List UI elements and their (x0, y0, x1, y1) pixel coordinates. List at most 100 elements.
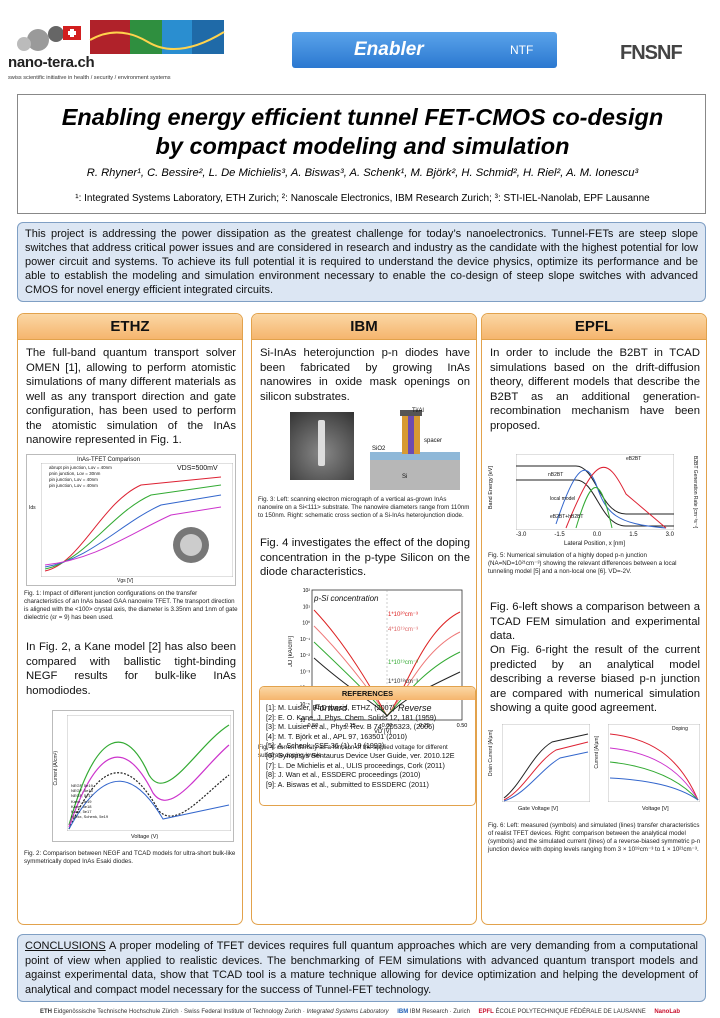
reference-5: [5]: A. Schenk, SSE 36 (1), 19 (1993) (266, 741, 385, 751)
references-list: [1]: M. Luisier, PhD thesis, ETHZ, (2007… (260, 700, 475, 792)
program-label: Enabler (354, 39, 424, 60)
si-substrate (370, 460, 460, 490)
fig5-xtick-3: 1.5 (629, 532, 638, 538)
fig6-left-chart: Drain Current [A/µm] Gate Voltage [V] (488, 722, 592, 818)
fig6b-plot (608, 724, 700, 802)
reference-2: [2]: E. O. Kane, J. Phys. Chem. Solids 1… (266, 712, 437, 722)
contact-metal (400, 410, 422, 416)
fig5-plot (516, 454, 674, 530)
fig4-forward-label: Forward (314, 703, 348, 713)
fig2-legend-0: NEGF, 5e19 (71, 783, 93, 788)
references-heading: REFERENCES (260, 687, 475, 700)
fig5-xtick-0: -3.0 (516, 532, 527, 538)
fig4-ytick: 10⁻³ (300, 669, 310, 675)
fig6-right-chart: Current [A/µm] Doping Voltage [V] (594, 722, 702, 818)
fig4-series-label-1: 4*10¹⁹cm⁻³ (388, 627, 419, 633)
fig5-xlabel: Lateral Position, x [nm] (564, 541, 626, 547)
ibm-paragraph-2: Fig. 4 investigates the effect of the do… (260, 537, 470, 578)
fig3-caption: Fig. 3: Left: scanning electron microgra… (258, 496, 470, 519)
fig4-xtick: 0.00 (382, 723, 393, 729)
fig3-label-si: Si (402, 474, 408, 480)
funder-logo: FNSNF (620, 42, 704, 64)
sio2-layer (370, 452, 460, 460)
fig3-label-spacer: spacer (424, 438, 443, 444)
abstract-box: This project is addressing the power dis… (17, 222, 706, 302)
fig1-legend: abrupt pin junction, Lov = 40nm pnin jun… (49, 465, 159, 489)
fig2-caption: Fig. 2: Comparison between NEGF and TCAD… (24, 850, 236, 865)
funder-label: FNSNF (620, 42, 683, 64)
fig6a-plot (502, 724, 590, 802)
references-box: REFERENCES [1]: M. Luisier, PhD thesis, … (259, 686, 476, 806)
fig1-line-2 (44, 484, 222, 570)
fig4-ylabel: JD [kA/cm²] (288, 636, 294, 667)
fig6b-xlabel: Voltage [V] (642, 806, 669, 812)
reference-9: [9]: A. Biswas et al., submitted to ESSD… (266, 779, 429, 789)
program-sub-label: NTF (510, 43, 534, 57)
title-line-2: by compact modeling and simulation (155, 133, 570, 159)
epfl-heading: EPFL (482, 314, 706, 340)
fig3-label-tial: Ti/Al (412, 408, 424, 414)
eth-paragraph-1: The full-band quantum transport solver O… (26, 347, 236, 446)
fig5-label-eb2bt: eB2BT (626, 456, 642, 462)
fig6a-ylabel: Drain Current [A/µm] (488, 730, 494, 776)
fig3-label-sio2: SiO2 (372, 446, 386, 452)
fig4-series-label-0: 1*10²⁰cm⁻³ (388, 612, 418, 618)
reference-4: [4]: M. T. Björk et al., APL 97, 163501 … (266, 731, 408, 741)
fig1-line-1 (44, 476, 222, 572)
fig4-xlabel: VD [V] (374, 729, 392, 735)
fig4-title: p-Si concentration (314, 594, 379, 603)
reference-1: [1]: M. Luisier, PhD thesis, ETHZ, (2007… (266, 703, 396, 712)
fig5-y2label: B2BT Generation Rate [cm⁻³s⁻¹] (692, 456, 698, 529)
molecule-graphic-icon (17, 20, 225, 54)
fig1-line-4 (44, 506, 222, 566)
fig4-caption: Fig. 4: current density as a function of… (258, 744, 448, 759)
fig1-plot (41, 463, 233, 577)
fig5-caption: Fig. 5: Numerical simulation of a highly… (488, 552, 677, 575)
fig1-legend-3: pin junction, Lov = 40nm (49, 483, 98, 488)
fig2-legend-6: Hurkx, Schenk, 5e19 (71, 814, 109, 820)
conclusions-box: CONCLUSIONS A proper modeling of TFET de… (17, 934, 706, 1002)
fig6a-line-2 (503, 741, 589, 801)
fig1-legend-2: pin junction, Lov = 40nm (49, 477, 98, 482)
fig6a-line-1 (503, 733, 589, 799)
fig4-xtick: -0.25 (343, 723, 356, 729)
fig6a-xlabel: Gate Voltage [V] (518, 806, 559, 812)
fig5-ylabel: Band Energy [eV] (488, 466, 494, 510)
fig2-legend-4: Kane, 5e18 (71, 803, 92, 809)
fig1-legend-1: pnin junction, Lov = 30nm (49, 471, 101, 476)
fig2-line-4 (68, 780, 230, 830)
fig6-caption: Fig. 6: Left: measured (symbols) and sim… (488, 822, 701, 853)
fig5-xtick-4: 3.0 (665, 532, 674, 538)
fig5-chart: Band Energy [eV] B2BT Generation Rate [c… (488, 452, 702, 548)
fig4-xtick: 0.25 (419, 723, 430, 729)
nano-tera-logo: nano-tera.ch swiss scientific initiative… (8, 20, 258, 84)
title-box: Enabling energy efficient tunnel FET-CMO… (17, 94, 706, 214)
fig4-ytick: 10⁻⁵ (300, 702, 310, 708)
fig6b-doping-label: Doping (672, 726, 688, 732)
fig2-line-3 (68, 772, 230, 830)
fig5-gen-2 (565, 466, 667, 529)
epfl-paragraph-2: Fig. 6-left shows a comparison between a… (490, 601, 700, 642)
fig6b-line-4 (609, 777, 699, 801)
fig4-ytick: 10⁰ (302, 621, 310, 627)
fig5-label-nb2bt: nB2BT (548, 472, 564, 478)
fig5-xtick-2: 0.0 (592, 532, 602, 538)
reference-7: [7]: L. De Michielis et al., ULIS procee… (266, 760, 445, 770)
fig4-series-label-2: 1*10¹⁹cm⁻³ (388, 660, 419, 666)
nanowire-core (408, 414, 414, 454)
fig1-xlabel: Vgs [V] (117, 578, 134, 584)
nanowire-icon (318, 420, 325, 466)
reference-8: [8]: J. Wan et al., ESSDERC proceedings … (266, 770, 421, 780)
fig2-legend-1: NEGF, 5e18 (71, 788, 93, 794)
ibm-heading: IBM (252, 314, 476, 340)
fig2-legend-3: Kane, 5e19 (71, 798, 92, 804)
fig5-label-eh: eB2BT+hB2BT (550, 514, 584, 520)
fig5-gen-3 (575, 487, 613, 529)
brand-tagline: swiss scientific initiative in health / … (8, 75, 171, 81)
fig5-gen-1 (555, 469, 667, 529)
author-list: R. Rhyner¹, C. Bessire², L. De Michielis… (86, 167, 639, 179)
fig2-xlabel: Voltage (V) (131, 834, 159, 840)
eth-column: ETHZ The full-band quantum transport sol… (17, 313, 243, 925)
fig6a-line-3 (503, 751, 589, 802)
fig5-band-2 (516, 479, 674, 527)
